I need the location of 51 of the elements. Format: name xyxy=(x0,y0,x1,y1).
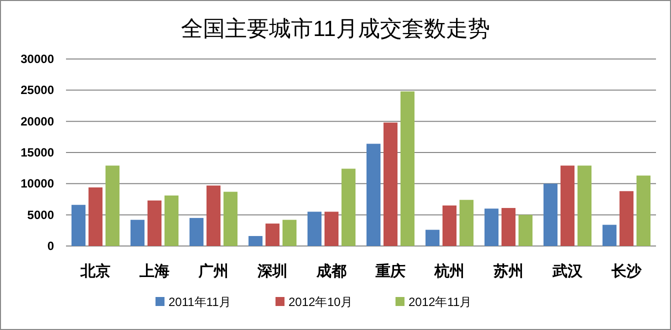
bar xyxy=(342,168,356,246)
bar xyxy=(602,224,616,246)
bar xyxy=(148,200,162,246)
y-tick-label: 20000 xyxy=(20,114,54,128)
bar xyxy=(106,166,120,246)
bar xyxy=(248,236,262,246)
x-tick-label: 重庆 xyxy=(374,262,406,280)
x-tick-label: 杭州 xyxy=(434,262,464,280)
bar xyxy=(282,220,296,246)
bar xyxy=(400,91,414,246)
y-tick-label: 5000 xyxy=(27,208,54,222)
bar xyxy=(366,144,380,246)
bar xyxy=(224,192,238,246)
bar xyxy=(384,122,398,246)
x-tick-label: 北京 xyxy=(80,262,110,280)
bar xyxy=(460,200,474,246)
y-tick-label: 30000 xyxy=(20,52,54,66)
bar xyxy=(308,212,322,246)
x-tick-label: 深圳 xyxy=(256,263,288,280)
bar xyxy=(544,184,558,246)
x-tick-label: 成都 xyxy=(316,263,346,280)
bar xyxy=(206,186,220,246)
bar xyxy=(164,196,178,246)
x-tick-label: 广州 xyxy=(198,262,228,280)
y-tick-label: 10000 xyxy=(20,176,54,191)
x-tick-label: 武汉 xyxy=(552,263,584,280)
x-tick-label: 苏州 xyxy=(492,263,524,280)
bar xyxy=(442,205,456,246)
legend-label: 2011年11月 xyxy=(168,295,231,309)
bar xyxy=(72,204,86,246)
y-tick-label: 15000 xyxy=(20,146,54,160)
chart-title: 全国主要城市11月成交套数走势 xyxy=(181,16,490,41)
bar xyxy=(426,230,440,246)
legend-label: 2012年10月 xyxy=(288,295,353,309)
bar xyxy=(518,214,532,246)
y-tick-label: 25000 xyxy=(20,83,54,98)
x-tick-label: 上海 xyxy=(138,263,170,280)
bar xyxy=(502,208,516,246)
bar xyxy=(636,176,650,246)
bar xyxy=(130,220,144,246)
x-tick-label: 长沙 xyxy=(610,263,642,280)
bar xyxy=(324,212,338,246)
bar xyxy=(190,218,204,246)
bar xyxy=(620,191,634,246)
bar xyxy=(88,187,102,246)
legend-label: 2012年11月 xyxy=(408,295,472,309)
y-tick-label: 0 xyxy=(47,239,54,253)
bar xyxy=(578,166,592,246)
bar xyxy=(484,208,498,246)
bar xyxy=(560,166,574,246)
bar xyxy=(266,224,280,246)
